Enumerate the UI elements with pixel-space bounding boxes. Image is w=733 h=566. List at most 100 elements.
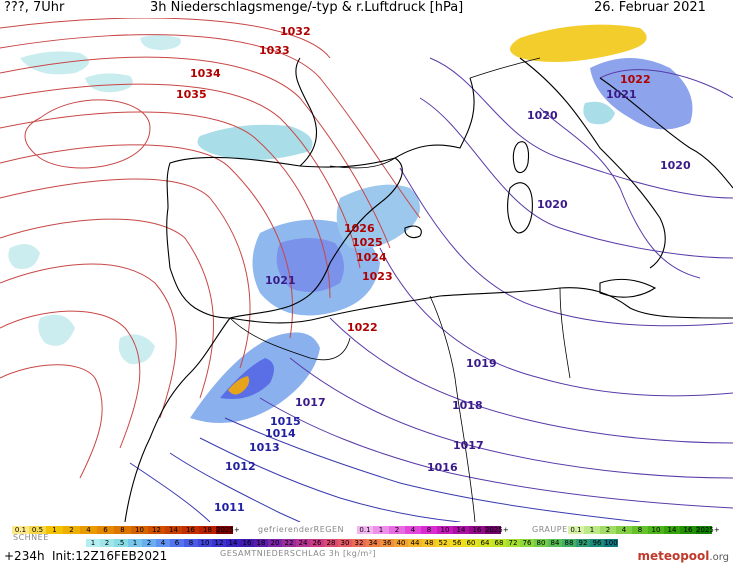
isobar-label: 1016	[427, 461, 458, 474]
legend-total-swatch: 68	[492, 539, 506, 547]
legend-total-swatch: 28	[324, 539, 338, 547]
legend-total-swatch: 2	[142, 539, 156, 547]
isobar-label: 1021	[265, 274, 296, 287]
isobar-label: 1024	[356, 251, 387, 264]
legend-total-swatch: 2	[100, 539, 114, 547]
legend-total-swatch: 4	[156, 539, 170, 547]
precip-area-morocco-heavy	[228, 376, 250, 395]
isobar-label: 1020	[527, 109, 558, 122]
legend-total-swatch: 26	[310, 539, 324, 547]
legend-graupel-label: GRAUPEL	[532, 525, 573, 534]
legend-total-swatch: 14	[226, 539, 240, 547]
legend-snow-swatch: 12	[148, 526, 165, 534]
legend-total-swatch: 36	[380, 539, 394, 547]
isobar-low	[129, 462, 211, 522]
legend-total-swatch: 52	[436, 539, 450, 547]
precip-area-atlantic	[140, 35, 181, 50]
isobar-label: 1020	[537, 198, 568, 211]
legend-freezing-swatch: 8	[421, 526, 437, 534]
legend-snow-swatch: 2025+	[216, 526, 240, 534]
coastline-balearics	[404, 225, 422, 239]
legend-graupel-swatch: 14	[664, 526, 680, 534]
isobar-label: 1018	[452, 399, 483, 412]
forecast-hour: +234h	[4, 549, 45, 563]
legend-total-swatch: 24	[296, 539, 310, 547]
legend-total-swatch: 20	[268, 539, 282, 547]
isobar-label: 1019	[466, 357, 497, 370]
legend-graupel-swatch: 2	[600, 526, 616, 534]
legend-total-swatch: 22	[282, 539, 296, 547]
isobar-label: 1022	[620, 73, 651, 86]
legend-total-swatch: 30	[338, 539, 352, 547]
isobar-low	[399, 167, 733, 327]
precip-area-spain-core	[276, 238, 344, 292]
coastlines	[124, 57, 733, 522]
coastline-sicily	[599, 278, 657, 298]
legend-snow-swatch: 14	[165, 526, 182, 534]
legend-snow-swatch: 4	[80, 526, 97, 534]
precip-area-adriatic	[583, 101, 615, 125]
legend-total-swatch: 40	[394, 539, 408, 547]
legend-total-swatch: 1	[128, 539, 142, 547]
isobar-high	[0, 178, 251, 369]
coastline-france	[295, 57, 475, 167]
legend-total-swatch: 60	[464, 539, 478, 547]
legend-graupel-swatch: 16	[680, 526, 696, 534]
isobar-low	[169, 452, 301, 522]
valid-date: 26. Februar 2021	[594, 0, 706, 15]
legend-snow-swatch: 10	[131, 526, 148, 534]
isobar-label: 1023	[362, 270, 393, 283]
legend-snow-scale: 0.1 0.5 1 2 4 6 8 10 12 14 16 18 2025+	[12, 526, 240, 534]
legend-total-swatch: 12	[212, 539, 226, 547]
isobar-low	[429, 57, 733, 199]
isobar-label: 1015	[270, 415, 301, 428]
isobar-oval	[24, 99, 151, 169]
legend-total-swatch: 6	[170, 539, 184, 547]
map-title: 3h Niederschlagsmenge/-typ & r.Luftdruck…	[150, 0, 464, 15]
legend-freezing-swatch: 4	[405, 526, 421, 534]
isobar-label: 1035	[176, 88, 207, 101]
precip-area-biscay	[197, 124, 313, 160]
isobar-label: 1013	[249, 441, 280, 454]
legend-total-swatch: 92	[576, 539, 590, 547]
legend-total-swatch: 18	[254, 539, 268, 547]
legend-snow-swatch: 0.1	[12, 526, 29, 534]
border	[229, 317, 351, 361]
legend-total-label: GESAMTNIEDERSCHLAG 3h [kg/m²]	[220, 549, 377, 558]
legend-total-swatch: 10	[198, 539, 212, 547]
isobar-low	[199, 437, 461, 522]
legend-total-swatch: 84	[548, 539, 562, 547]
isobar-italy	[599, 69, 733, 99]
legend-graupel-swatch: 10	[648, 526, 664, 534]
border	[329, 157, 396, 169]
isobar-low	[329, 317, 733, 444]
legend-graupel-swatch: 8	[632, 526, 648, 534]
legend-total-scale: 1 2.5 1 2 4 6 8 10 12 14 16 18 20 22 24 26 28 30 32 34 36 40 4…	[86, 539, 618, 547]
country-borders	[229, 57, 571, 522]
header: ???, 7Uhr 3h Niederschlagsmenge/-typ & r…	[0, 0, 733, 18]
border	[559, 287, 571, 379]
legend-total-swatch: .5	[114, 539, 128, 547]
precip-area-atlantic	[20, 51, 89, 75]
isobar-label: 1020	[660, 159, 691, 172]
legend-freezing-swatch: 10	[437, 526, 453, 534]
precip-area-atlantic	[85, 73, 133, 93]
legend-total-swatch: 16	[240, 539, 254, 547]
legend-graupel-swatch: 2025+	[696, 526, 720, 534]
isobar-high	[0, 263, 177, 419]
meteopool-logo: meteopool.org	[637, 549, 729, 563]
isobar-label: 1017	[453, 439, 484, 452]
legend-freezing-swatch: 2	[389, 526, 405, 534]
legend-graupel-scale: 0.1 1 2 4 8 10 14 16 2025+	[568, 526, 720, 534]
legend-total-swatch: 44	[408, 539, 422, 547]
isobar-high	[0, 310, 141, 449]
legend-total-swatch: 1	[86, 539, 100, 547]
border	[429, 295, 476, 522]
legend-snow-swatch: 6	[97, 526, 114, 534]
coastline-north-africa	[229, 287, 733, 324]
isobar-label: 1012	[225, 460, 256, 473]
precip-area-balkans	[590, 58, 693, 130]
brand-tld: .org	[709, 552, 729, 563]
isobar-italy	[539, 107, 701, 279]
isobar-high	[0, 83, 361, 269]
